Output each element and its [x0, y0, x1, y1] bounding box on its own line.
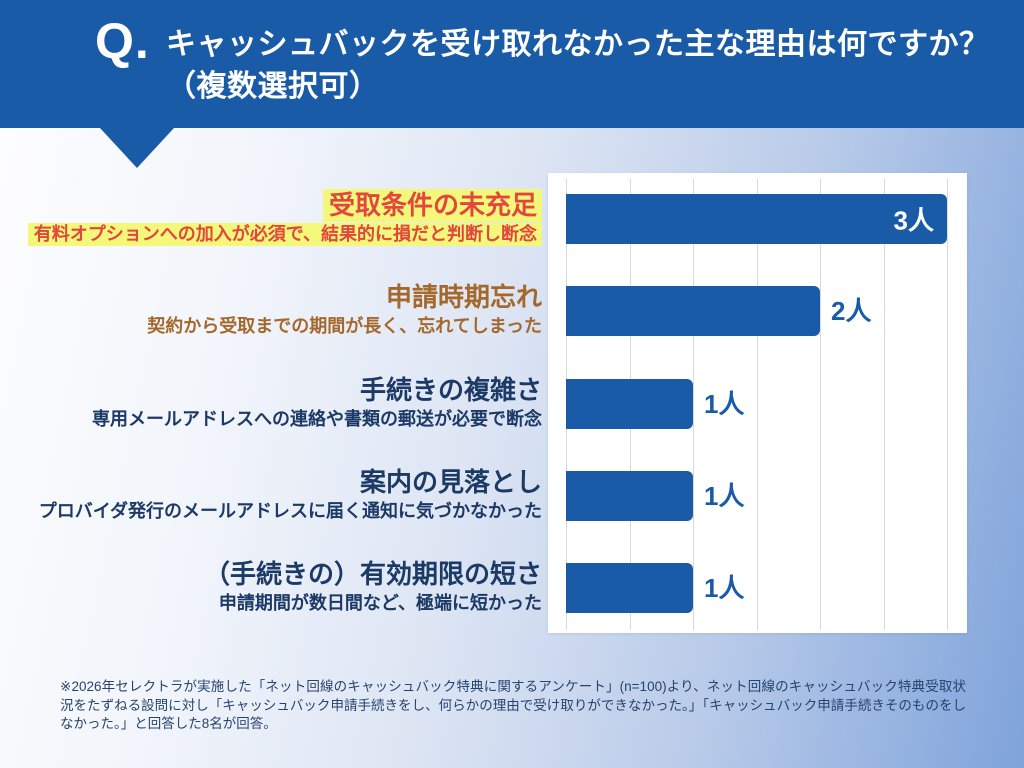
category-subtitle: プロバイダ発行のメールアドレスに届く通知に気づかなかった: [38, 500, 542, 521]
bar-受取条件の未充足: 3人: [566, 194, 947, 244]
category-row: 受取条件の未充足 有料オプションへの加入が必須で、結果的に損だと判断し断念: [27, 189, 542, 246]
chart-gridline: [693, 179, 694, 630]
category-title: （手続きの）有効期限の短さ: [203, 559, 542, 590]
bar-value-label: 3人: [893, 205, 934, 236]
footnote: ※2026年セレクトラが実施した「ネット回線のキャッシュバック特典に関するアンケ…: [60, 679, 966, 731]
chart-gridline: [820, 179, 821, 630]
header-pointer-triangle: [100, 128, 174, 168]
category-title: 案内の見落とし: [359, 466, 542, 497]
category-row: 申請時期忘れ契約から受取までの期間が長く、忘れてしまった: [147, 281, 542, 338]
question-line-1: キャッシュバックを受け取れなかった主な理由は何ですか？: [166, 28, 990, 61]
bar-chart-panel: 3人 2人 1人 1人 1人: [548, 173, 967, 633]
bar-value-label: 1人: [704, 388, 745, 419]
bar-案内の見落とし: [566, 470, 693, 521]
category-title: 受取条件の未充足: [28, 189, 542, 222]
category-title: 手続きの複雑さ: [359, 374, 542, 405]
bar-（手続きの）有効期限の短さ: [566, 563, 693, 614]
category-subtitle: 契約から受取までの期間が長く、忘れてしまった: [147, 316, 542, 337]
question-header: Q. キャッシュバックを受け取れなかった主な理由は何ですか？ （複数選択可）: [0, 0, 1024, 128]
bar-value-label: 1人: [704, 480, 745, 511]
bar-申請時期忘れ: [566, 286, 820, 337]
category-row: 案内の見落としプロバイダ発行のメールアドレスに届く通知に気づかなかった: [39, 466, 542, 523]
category-row: （手続きの）有効期限の短さ申請期間が数日間など、極端に短かった: [204, 558, 542, 615]
chart-gridline: [756, 179, 758, 630]
question-line-2: （複数選択可）: [166, 70, 380, 103]
category-subtitle: 専用メールアドレスへの連絡や書類の郵送が必要で断念: [92, 408, 542, 429]
bar-value-label: 1人: [704, 573, 745, 604]
bar-手続きの複雑さ: [566, 378, 693, 429]
question-text: キャッシュバックを受け取れなかった主な理由は何ですか？ （複数選択可）: [166, 24, 990, 108]
question-mark-label: Q.: [95, 13, 150, 69]
category-title: 申請時期忘れ: [385, 282, 542, 313]
category-row: 手続きの複雑さ専用メールアドレスへの連絡や書類の郵送が必要で断念: [92, 374, 542, 431]
chart-gridline: [883, 179, 885, 630]
category-subtitle: 申請期間が数日間など、極端に短かった: [218, 593, 542, 614]
category-subtitle: 有料オプションへの加入が必須で、結果的に損だと判断し断念: [27, 223, 542, 246]
bar-value-label: 2人: [831, 296, 872, 327]
chart-gridline: [947, 179, 948, 630]
